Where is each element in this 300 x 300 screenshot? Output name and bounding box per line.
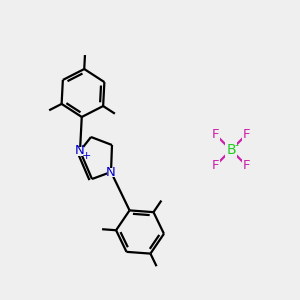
Text: F: F — [243, 159, 250, 172]
Text: N: N — [106, 166, 116, 178]
Text: N: N — [75, 145, 85, 158]
Text: F: F — [243, 128, 250, 141]
Text: F: F — [212, 128, 219, 141]
Bar — [107, 167, 115, 176]
Bar — [76, 146, 84, 155]
Text: B: B — [226, 143, 236, 157]
Text: F: F — [212, 159, 219, 172]
Text: +: + — [81, 151, 91, 161]
Text: -: - — [234, 140, 238, 150]
